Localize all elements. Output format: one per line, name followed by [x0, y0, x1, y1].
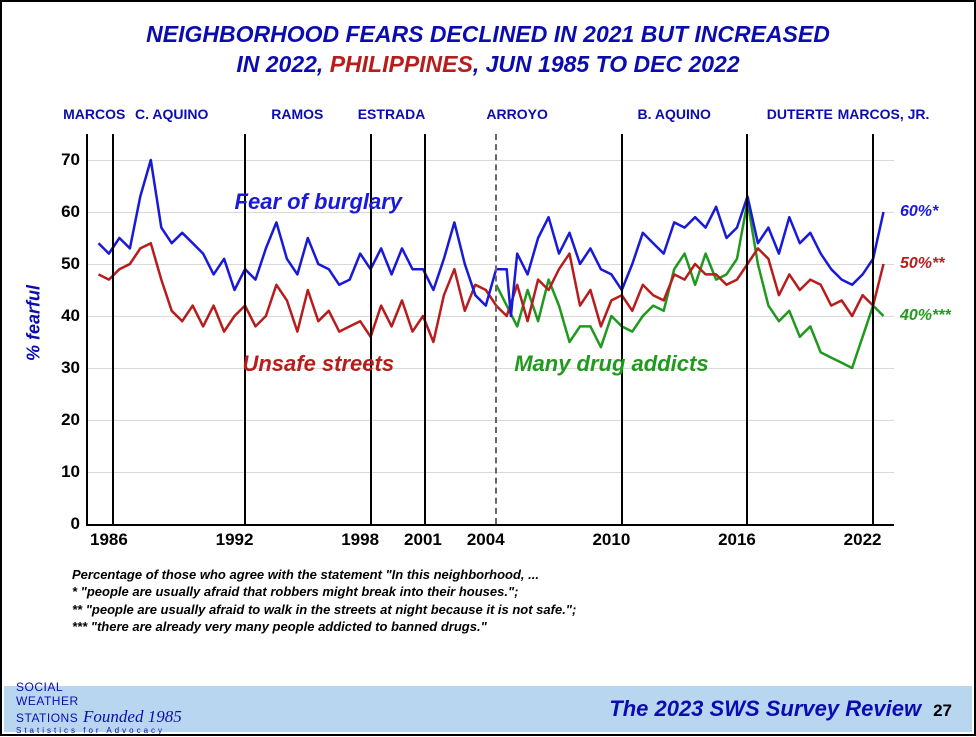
end-label-burglary: 60%*	[894, 203, 938, 221]
y-tick-label: 30	[61, 358, 88, 378]
series-label-burglary: Fear of burglary	[235, 189, 402, 215]
series-label-streets: Unsafe streets	[242, 351, 394, 377]
footer: SOCIAL WEATHER STATIONS Founded 1985 Sta…	[4, 686, 972, 732]
y-tick-label: 10	[61, 462, 88, 482]
x-tick-label: 2016	[718, 524, 756, 550]
line-series-svg	[88, 134, 894, 524]
footer-title: The 2023 SWS Survey Review	[609, 696, 921, 722]
x-tick-label: 1992	[216, 524, 254, 550]
end-label-streets: 50%**	[894, 255, 944, 273]
x-tick-label: 2001	[404, 524, 442, 550]
president-label: ESTRADA	[358, 106, 426, 122]
x-tick-label: 1986	[90, 524, 128, 550]
x-tick-label: 1998	[341, 524, 379, 550]
plot-area: 1020304050607001986199219982001200420102…	[86, 134, 894, 526]
term-boundary	[495, 134, 497, 524]
x-tick-label: 2004	[467, 524, 505, 550]
y-tick-label: 60	[61, 202, 88, 222]
y-tick-label: 70	[61, 150, 88, 170]
footnote-2: ** "people are usually afraid to walk in…	[72, 601, 934, 619]
president-label: DUTERTE	[767, 106, 833, 122]
title-country: PHILIPPINES	[330, 51, 473, 77]
term-boundary	[872, 134, 874, 524]
title-line2c: , JUN 1985 TO DEC 2022	[473, 51, 740, 77]
footnote-1: * "people are usually afraid that robber…	[72, 583, 934, 601]
term-boundary	[424, 134, 426, 524]
y-axis-label: % fearful	[24, 285, 45, 361]
chart: % fearful 102030405060700198619921998200…	[2, 88, 974, 558]
term-boundary	[112, 134, 114, 524]
y-tick-label: 40	[61, 306, 88, 326]
president-label: B. AQUINO	[637, 106, 710, 122]
y-tick-label: 20	[61, 410, 88, 430]
footnotes: Percentage of those who agree with the s…	[2, 558, 974, 636]
sws-logo: SOCIAL WEATHER STATIONS Founded 1985 Sta…	[16, 681, 182, 736]
president-label: ARROYO	[486, 106, 547, 122]
end-label-drugs: 40%***	[894, 307, 951, 325]
president-label: C. AQUINO	[135, 106, 208, 122]
series-label-drugs: Many drug addicts	[514, 351, 708, 377]
chart-title: NEIGHBORHOOD FEARS DECLINED IN 2021 BUT …	[2, 2, 974, 88]
footnote-prompt: Percentage of those who agree with the s…	[72, 566, 934, 584]
page-number: 27	[933, 701, 952, 721]
title-line1: NEIGHBORHOOD FEARS DECLINED IN 2021 BUT …	[146, 21, 830, 47]
title-line2a: IN 2022,	[236, 51, 329, 77]
term-boundary	[746, 134, 748, 524]
x-tick-label: 2010	[592, 524, 630, 550]
president-label: MARCOS	[63, 106, 125, 122]
x-tick-label: 2022	[844, 524, 882, 550]
president-label: RAMOS	[271, 106, 323, 122]
term-boundary	[621, 134, 623, 524]
y-tick-label: 50	[61, 254, 88, 274]
president-label: MARCOS, JR.	[838, 106, 930, 122]
footnote-3: *** "there are already very many people …	[72, 618, 934, 636]
